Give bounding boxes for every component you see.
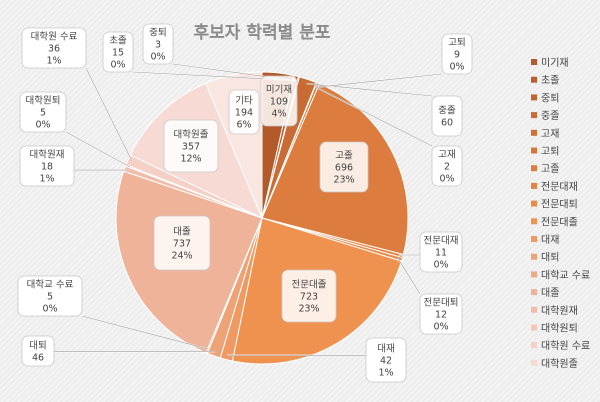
data-label-고재: 고재 2 0% (438, 150, 455, 185)
leader-line-shade-대학원퇴 (65, 131, 131, 168)
data-label-box-전문대졸 (281, 269, 337, 323)
data-label-대학교-수료: 대학교 수료 5 0% (27, 280, 74, 315)
legend-swatch-초졸 (531, 76, 537, 83)
legend-item-고퇴: 고퇴 (541, 146, 559, 158)
data-label-box-대학원퇴 (19, 91, 67, 133)
data-label-전문대퇴: 전문대퇴 12 0% (424, 298, 459, 333)
legend-swatch-전문대재 (531, 182, 537, 189)
leader-line-shade-대학원-수료 (85, 67, 133, 162)
data-label-대재: 대재 42 1% (377, 344, 394, 379)
legend-swatch-중졸 (531, 112, 537, 119)
legend-item-전문대졸: 전문대졸 (541, 216, 578, 228)
data-label-box-대졸 (153, 215, 211, 271)
legend-swatch-전문대졸 (531, 218, 537, 225)
legend-swatch-고퇴 (531, 147, 537, 154)
legend-item-대학교-수료: 대학교 수료 (541, 269, 590, 281)
legend-item-전문대퇴: 전문대퇴 (541, 199, 578, 211)
data-label-미기재: 미기재 109 4% (266, 85, 292, 120)
legend-item-대학원퇴: 대학원퇴 (541, 323, 578, 335)
data-label-box-전문대재 (419, 231, 463, 273)
data-label-box-미기재 (260, 75, 298, 127)
legend-swatch-대재 (531, 236, 537, 242)
leader-line-shade-전문대퇴 (397, 258, 421, 295)
data-label-box-대학교-수료 (17, 275, 83, 317)
data-label-기타: 기타 194 6% (235, 96, 253, 131)
data-label-전문대재: 전문대재 11 0% (424, 236, 459, 271)
data-label-box-고졸 (319, 141, 369, 193)
legend-item-초졸: 초졸 (541, 75, 559, 87)
data-label-대학원퇴: 대학원퇴 5 0% (26, 96, 61, 131)
data-label-대졸: 대졸 737 24% (171, 227, 192, 262)
legend-item-대재: 대재 (541, 234, 559, 246)
data-label-중퇴: 중퇴 3 0% (149, 28, 166, 63)
data-label-초졸: 초졸 15 0% (109, 36, 127, 71)
data-label-대퇴: 대퇴 46 (29, 341, 46, 364)
legend-swatch-대졸 (531, 289, 537, 296)
legend-swatch-대학원졸 (531, 359, 537, 366)
legend-item-대퇴: 대퇴 (541, 252, 559, 264)
legend-item-전문대재: 전문대재 (541, 181, 578, 193)
legend-swatch-대학교-수료 (531, 271, 537, 278)
legend-item-대학원졸: 대학원졸 (541, 358, 578, 370)
leader-line-shade-대학교-수료 (81, 315, 209, 350)
data-label-고퇴: 고퇴 9 0% (448, 38, 465, 73)
leader-line-shade-고퇴 (316, 73, 443, 88)
data-label-box-중퇴 (142, 23, 174, 65)
legend-swatch-미기재 (531, 59, 537, 65)
data-label-대학원-수료: 대학원 수료 36 1% (31, 32, 78, 67)
data-label-box-초졸 (102, 31, 134, 73)
legend-swatch-대학원-수료 (531, 342, 537, 349)
data-label-중졸: 중졸 60 (438, 106, 456, 129)
legend-swatch-전문대퇴 (531, 200, 537, 207)
leader-line-shade-고재 (314, 86, 433, 147)
legend-swatch-고재 (531, 129, 537, 136)
chart-title: 후보자 학력별 분포 (194, 22, 331, 43)
legend-swatch-대학원퇴 (531, 324, 537, 331)
legend-swatch-대학원재 (531, 306, 537, 313)
data-label-box-대퇴 (21, 335, 55, 367)
data-label-대학원재: 대학원재 18 1% (30, 150, 65, 185)
legend-item-고재: 고재 (541, 128, 559, 140)
data-label-box-중졸 (431, 95, 463, 137)
legend-item-대졸: 대졸 (541, 287, 559, 299)
data-label-box-고퇴 (441, 33, 473, 75)
legend-item-중퇴: 중퇴 (541, 92, 559, 104)
legend-item-대학원-수료: 대학원 수료 (541, 340, 590, 352)
data-label-box-기타 (228, 89, 260, 135)
legend-item-중졸: 중졸 (541, 110, 559, 122)
data-label-전문대졸: 전문대졸 723 23% (292, 280, 327, 315)
legend-swatch-대퇴 (531, 253, 537, 260)
data-label-box-고재 (431, 145, 463, 187)
data-label-box-대학원재 (19, 145, 75, 187)
data-label-box-대학원-수료 (21, 27, 87, 69)
legend-item-고졸: 고졸 (541, 163, 559, 175)
data-label-box-대학원졸 (163, 119, 219, 173)
data-label-대학원졸: 대학원졸 357 12% (174, 130, 209, 165)
legend-item-대학원재: 대학원재 (541, 305, 578, 317)
data-label-box-전문대퇴 (419, 293, 463, 335)
data-label-box-대재 (365, 337, 407, 383)
data-label-고졸: 고졸 696 23% (333, 151, 354, 186)
legend-swatch-중퇴 (531, 94, 537, 101)
legend-item-미기재: 미기재 (541, 57, 569, 69)
legend-swatch-고졸 (531, 165, 537, 172)
